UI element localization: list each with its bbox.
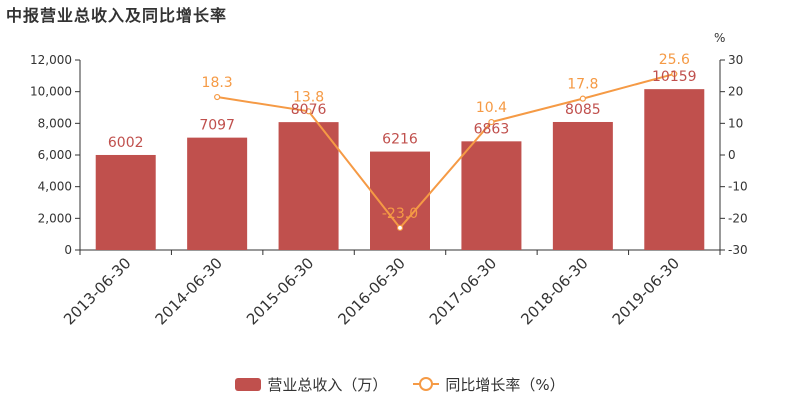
- legend-bar-swatch: [235, 377, 262, 391]
- x-axis-tick-label: 2018-06-30: [517, 254, 591, 328]
- right-axis-tick-label: -20: [728, 211, 748, 225]
- bar-value-label: 8085: [565, 102, 601, 118]
- x-axis-tick-label: 2015-06-30: [243, 254, 317, 328]
- legend: 营业总收入（万） 同比增长率（%）: [0, 372, 800, 396]
- bar: [552, 121, 613, 250]
- right-axis-tick-label: -30: [728, 243, 748, 257]
- legend-line-label: 同比增长率（%）: [445, 375, 565, 394]
- bar: [461, 141, 522, 250]
- bar-value-label: 8076: [291, 102, 327, 118]
- legend-item-growth[interactable]: 同比增长率（%）: [413, 374, 565, 395]
- line-point: [396, 224, 404, 231]
- bar-value-label: 6216: [382, 132, 418, 148]
- left-axis-tick-label: 4,000: [38, 180, 72, 194]
- bar-value-label: 6002: [108, 135, 144, 151]
- line-point: [488, 118, 495, 126]
- right-axis-unit-label: %: [714, 31, 725, 45]
- line-point: [579, 95, 586, 102]
- bar: [187, 137, 248, 250]
- bar-value-label: 6863: [474, 121, 510, 137]
- x-axis-tick-label: 2014-06-30: [152, 254, 226, 328]
- left-axis-tick-label: 12,000: [30, 53, 72, 67]
- legend-line-swatch: [413, 377, 440, 391]
- bar: [644, 89, 705, 250]
- line-point: [671, 70, 678, 78]
- growth-line: [216, 72, 675, 230]
- line-value-label: -23.0: [382, 206, 418, 222]
- x-axis-tick-label: 2017-06-30: [426, 254, 500, 328]
- left-axis-tick-label: 6,000: [38, 148, 72, 162]
- legend-bar-label: 营业总收入（万）: [267, 375, 388, 394]
- line-value-label: 25.6: [659, 52, 690, 68]
- right-axis-tick-label: 20: [728, 85, 743, 99]
- line-value-label: 17.8: [567, 77, 598, 93]
- line-value-label: 18.3: [202, 75, 233, 91]
- legend-item-revenue[interactable]: 营业总收入（万）: [235, 374, 387, 395]
- bar: [278, 122, 339, 250]
- line-point: [305, 108, 312, 115]
- right-axis-tick-label: 30: [728, 53, 743, 67]
- bar-value-label: 7097: [199, 118, 235, 134]
- left-axis-tick-label: 10,000: [30, 85, 72, 99]
- left-axis-tick-label: 0: [64, 243, 72, 257]
- left-axis-tick-label: 8,000: [38, 116, 72, 130]
- line-point: [214, 93, 221, 101]
- chart-title: 中报营业总收入及同比增长率: [6, 6, 228, 25]
- right-axis-tick-label: 0: [728, 148, 736, 162]
- x-axis-tick-label: 2016-06-30: [334, 254, 408, 328]
- bar-value-label: 10159: [652, 69, 697, 85]
- line-value-label: 10.4: [476, 100, 507, 116]
- bar: [95, 154, 156, 250]
- right-axis-tick-label: -10: [728, 180, 748, 194]
- right-axis-tick-label: 10: [728, 116, 743, 130]
- x-axis-tick-label: 2019-06-30: [609, 254, 683, 328]
- x-axis-tick-label: 2013-06-30: [60, 254, 134, 328]
- left-axis-tick-label: 2,000: [38, 211, 72, 225]
- line-value-label: 13.8: [293, 89, 324, 105]
